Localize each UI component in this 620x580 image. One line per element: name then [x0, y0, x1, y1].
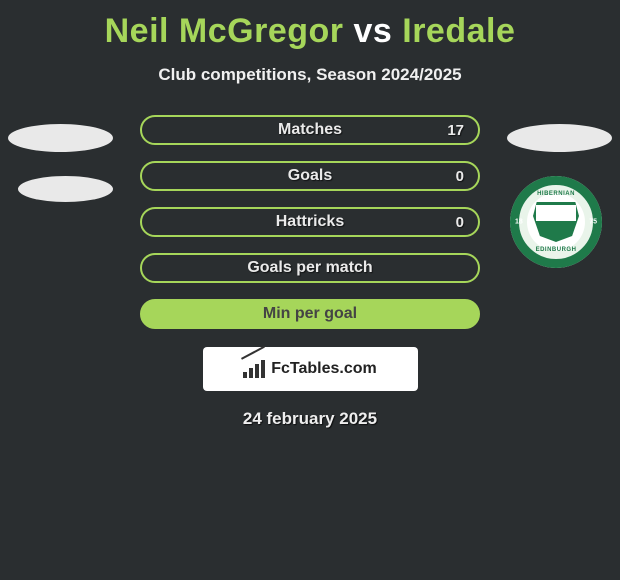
chart-icon — [243, 360, 265, 378]
stat-right-value: 17 — [447, 122, 464, 139]
subtitle: Club competitions, Season 2024/2025 — [0, 65, 620, 85]
logo-rest: Tables.com — [290, 360, 377, 377]
badge-text-top: HIBERNIAN — [537, 191, 575, 197]
badge-text-bottom: EDINBURGH — [536, 247, 577, 253]
badge-shield-icon — [533, 202, 579, 242]
player2-avatar-placeholder — [507, 124, 612, 152]
fctables-logo: FcTables.com — [203, 347, 418, 391]
page-title: Neil McGregor vs Iredale — [0, 0, 620, 51]
logo-prefix: Fc — [271, 360, 290, 377]
player2-club-badge: 18 75 HIBERNIAN EDINBURGH — [510, 176, 602, 268]
stat-row-goals: Goals 0 — [140, 161, 480, 191]
stat-label: Goals — [288, 167, 332, 185]
stat-row-hattricks: Hattricks 0 — [140, 207, 480, 237]
stat-label: Matches — [278, 121, 342, 139]
logo-text: FcTables.com — [271, 360, 377, 378]
stat-label: Min per goal — [263, 305, 357, 323]
player1-name: Neil McGregor — [105, 12, 344, 50]
stat-row-min-per-goal: Min per goal — [140, 299, 480, 329]
badge-year-right: 75 — [589, 219, 597, 226]
vs-separator: vs — [353, 12, 392, 50]
stat-row-goals-per-match: Goals per match — [140, 253, 480, 283]
stat-right-value: 0 — [456, 214, 464, 231]
stat-label: Goals per match — [247, 259, 372, 277]
player1-avatar-placeholder — [8, 124, 113, 152]
badge-inner: HIBERNIAN EDINBURGH — [527, 193, 585, 251]
player2-name: Iredale — [402, 12, 515, 50]
stat-label: Hattricks — [276, 213, 344, 231]
stat-right-value: 0 — [456, 168, 464, 185]
date-text: 24 february 2025 — [0, 409, 620, 429]
badge-ring: 18 75 HIBERNIAN EDINBURGH — [510, 176, 602, 268]
badge-year-left: 18 — [515, 219, 523, 226]
player1-club-placeholder — [18, 176, 113, 202]
stat-row-matches: Matches 17 — [140, 115, 480, 145]
